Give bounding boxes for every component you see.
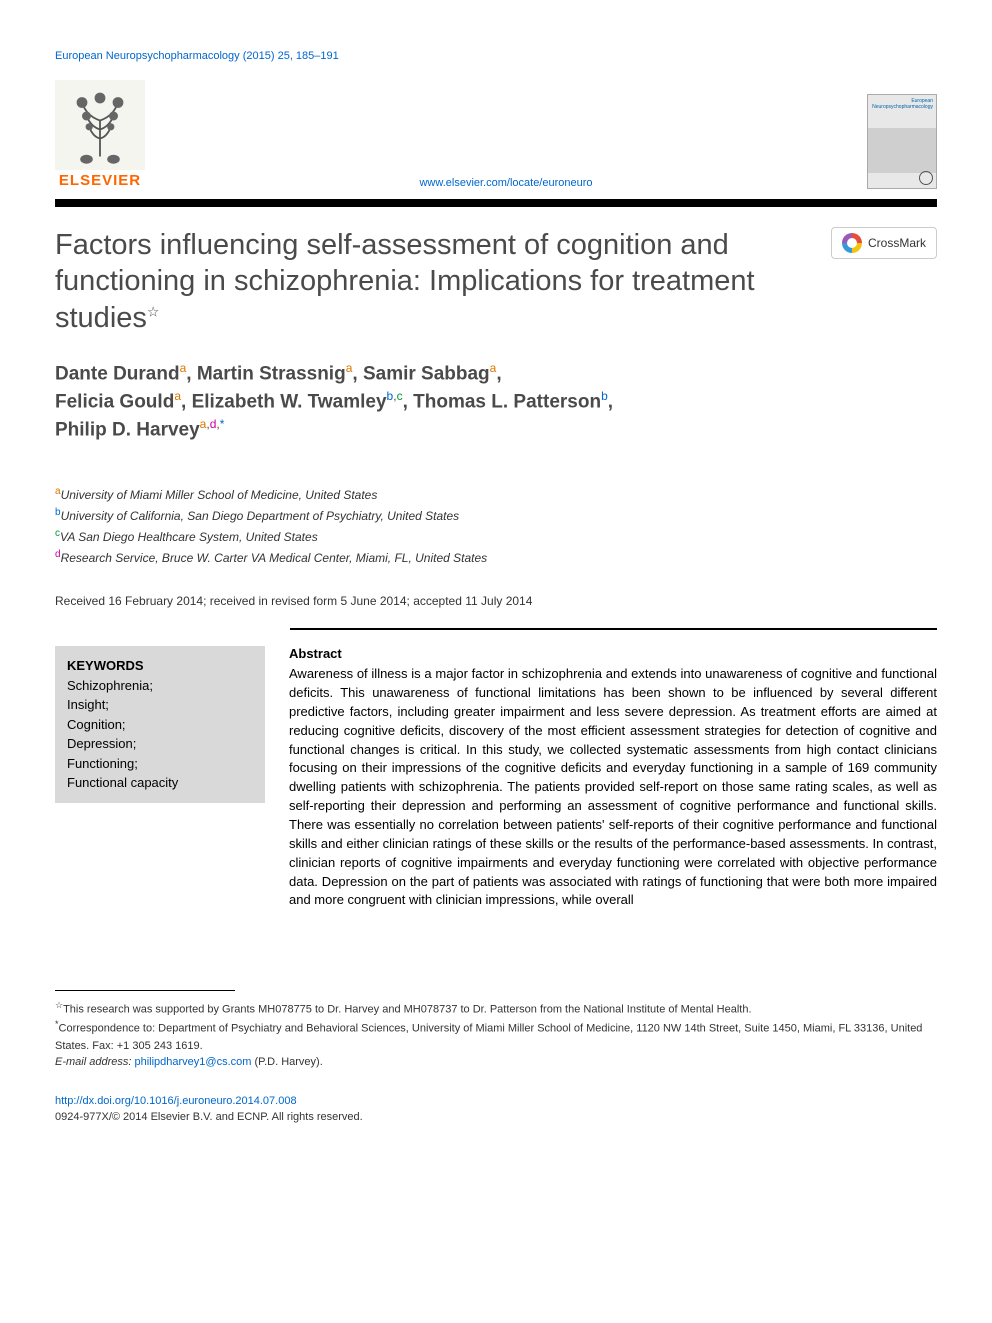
article-history: Received 16 February 2014; received in r… (55, 594, 937, 608)
footnotes: ☆This research was supported by Grants M… (55, 999, 937, 1070)
author-affil-sup: c (397, 389, 403, 403)
affiliation-text: University of Miami Miller School of Med… (61, 488, 378, 502)
journal-cover-title: European Neuropsychopharmacology (868, 95, 936, 110)
author-name: Felicia Gould (55, 391, 174, 412)
keywords-heading: KEYWORDS (67, 656, 253, 676)
keyword-item: Cognition; (67, 715, 253, 735)
footnote-text: Correspondence to: Department of Psychia… (55, 1023, 922, 1052)
keyword-item: Insight; (67, 695, 253, 715)
author-affil-sup: b (601, 389, 608, 403)
article-title: Factors influencing self-assessment of c… (55, 227, 801, 336)
affiliation-text: Research Service, Bruce W. Carter VA Med… (61, 551, 488, 565)
doi-block: http://dx.doi.org/10.1016/j.euroneuro.20… (55, 1093, 937, 1126)
crossmark-label: CrossMark (868, 236, 926, 250)
author-name: Elizabeth W. Twamley (192, 391, 387, 412)
publisher-label: ELSEVIER (59, 172, 141, 189)
author-affil-sup: a (174, 389, 181, 403)
abstract-column: Abstract Awareness of illness is a major… (289, 646, 937, 910)
author-affil-sup: a (346, 361, 353, 375)
email-person: (P.D. Harvey). (255, 1056, 323, 1068)
author-affil-sup: a (490, 361, 497, 375)
title-footnote-star-icon: ☆ (147, 303, 160, 319)
affiliations: aUniversity of Miami Miller School of Me… (55, 484, 937, 569)
star-icon: ☆ (55, 1000, 63, 1010)
affiliation-row: aUniversity of Miami Miller School of Me… (55, 484, 937, 505)
journal-url[interactable]: www.elsevier.com/locate/euroneuro (145, 177, 867, 189)
affiliation-row: dResearch Service, Bruce W. Carter VA Me… (55, 547, 937, 568)
abstract-text: Awareness of illness is a major factor i… (289, 665, 937, 910)
abstract-heading: Abstract (289, 646, 937, 661)
footnote-text: This research was supported by Grants MH… (63, 1004, 751, 1016)
footnote-email: E-mail address: philipdharvey1@cs.com (P… (55, 1054, 937, 1071)
keyword-item: Schizophrenia; (67, 676, 253, 696)
author-affil-sup: a (180, 361, 187, 375)
header-citation: European Neuropsychopharmacology (2015) … (55, 50, 937, 62)
doi-link[interactable]: http://dx.doi.org/10.1016/j.euroneuro.20… (55, 1095, 297, 1107)
affiliation-row: cVA San Diego Healthcare System, United … (55, 526, 937, 547)
keyword-item: Functional capacity (67, 773, 253, 793)
email-label: E-mail address: (55, 1056, 131, 1068)
affiliation-text: University of California, San Diego Depa… (61, 509, 460, 523)
crossmark-icon (842, 233, 862, 253)
author-name: Thomas L. Patterson (413, 391, 601, 412)
authors-list: Dante Duranda, Martin Strassniga, Samir … (55, 360, 937, 444)
copyright-text: 0924-977X/© 2014 Elsevier B.V. and ECNP.… (55, 1109, 937, 1126)
content-rule (290, 628, 937, 630)
footer-rule (55, 990, 235, 991)
publisher-block: ELSEVIER (55, 80, 145, 189)
corresponding-star-icon: * (220, 417, 225, 431)
top-bar: ELSEVIER www.elsevier.com/locate/euroneu… (55, 80, 937, 189)
author-name: Samir Sabbag (363, 363, 490, 384)
author-name: Philip D. Harvey (55, 419, 200, 440)
keyword-item: Depression; (67, 734, 253, 754)
affiliation-text: VA San Diego Healthcare System, United S… (60, 530, 318, 544)
journal-cover-thumbnail: European Neuropsychopharmacology (867, 94, 937, 189)
email-link[interactable]: philipdharvey1@cs.com (134, 1056, 251, 1068)
footnote-grant: ☆This research was supported by Grants M… (55, 999, 937, 1018)
elsevier-tree-icon (55, 80, 145, 170)
keywords-box: KEYWORDS Schizophrenia; Insight; Cogniti… (55, 646, 265, 803)
crossmark-badge[interactable]: CrossMark (831, 227, 937, 259)
affiliation-row: bUniversity of California, San Diego Dep… (55, 505, 937, 526)
author-name: Dante Durand (55, 363, 180, 384)
keyword-item: Functioning; (67, 754, 253, 774)
article-title-text: Factors influencing self-assessment of c… (55, 229, 755, 334)
author-name: Martin Strassnig (197, 363, 346, 384)
footnote-correspondence: *Correspondence to: Department of Psychi… (55, 1018, 937, 1054)
thick-rule (55, 199, 937, 207)
